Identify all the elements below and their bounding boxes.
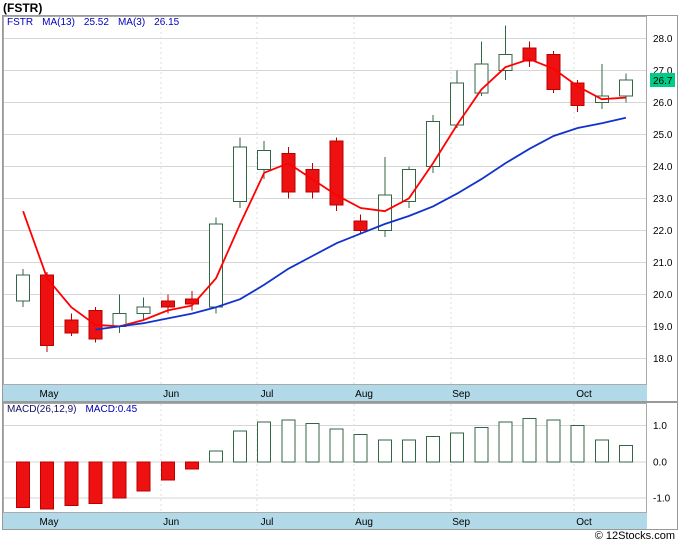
price-tick-label: 23.0 bbox=[653, 194, 673, 205]
price-tick-label: 20.0 bbox=[653, 290, 673, 301]
macd-tick-label: 0.0 bbox=[653, 457, 667, 468]
ma3-line bbox=[22, 58, 626, 328]
macd-plot-frame bbox=[3, 403, 647, 513]
price-grid bbox=[4, 17, 646, 384]
last-price-badge bbox=[650, 73, 675, 87]
candlestick-chart: 28.0 27.0 26.0 25.0 24.0 23.0 22.0 21.0 20.0 19.0… bbox=[3, 16, 675, 401]
month-label: Jun bbox=[163, 389, 179, 400]
macd-chart: 1.0 0.0 -1.0 May Jun Jul Aug Sep Oct bbox=[3, 403, 671, 529]
price-tick-label: 22.0 bbox=[653, 226, 673, 237]
month-label: Aug bbox=[355, 389, 373, 400]
macd-panel: MACD(26,12,9) MACD:0.45 1.0 0.0 -1.0 May Jun J… bbox=[2, 402, 678, 530]
month-label: Oct bbox=[576, 517, 592, 528]
macd-params-label: MACD(26,12,9) bbox=[7, 404, 77, 415]
price-tick-label: 25.0 bbox=[653, 130, 673, 141]
copyright-link[interactable]: © 12Stocks.com bbox=[594, 530, 675, 542]
ma3-label: MA(3) bbox=[117, 17, 146, 28]
macd-value: MACD:0.45 bbox=[85, 404, 138, 415]
month-label: May bbox=[40, 389, 59, 400]
price-tick-label: 27.0 bbox=[653, 66, 673, 77]
macd-legend: MACD(26,12,9) MACD:0.45 bbox=[7, 404, 146, 415]
price-tick-label: 18.0 bbox=[653, 354, 673, 365]
price-tick-label: 19.0 bbox=[653, 322, 673, 333]
month-label: Aug bbox=[355, 517, 373, 528]
macd-tick-label: 1.0 bbox=[653, 421, 667, 432]
price-tick-label: 28.0 bbox=[653, 34, 673, 45]
month-label: May bbox=[40, 517, 59, 528]
ma13-value: 25.52 bbox=[83, 17, 109, 28]
page-title: (FSTR) bbox=[3, 1, 43, 15]
month-label: Sep bbox=[452, 389, 470, 400]
price-tick-label: 21.0 bbox=[653, 258, 673, 269]
ma13-line bbox=[95, 116, 627, 331]
price-plot-frame bbox=[3, 16, 647, 385]
candles-layer bbox=[16, 25, 633, 352]
month-label: Sep bbox=[452, 517, 470, 528]
price-chart-panel: FSTR MA(13) 25.52 MA(3) 26.15 28.0 27.0 26.0 25… bbox=[2, 15, 678, 402]
month-label: Jul bbox=[261, 389, 274, 400]
price-chart-legend: FSTR MA(13) 25.52 MA(3) 26.15 bbox=[7, 17, 188, 28]
price-month-band: May Jun Jul Aug Sep Oct bbox=[3, 385, 647, 401]
macd-tick-label: -1.0 bbox=[653, 494, 671, 505]
macd-month-band: May Jun Jul Aug Sep Oct bbox=[3, 513, 647, 529]
macd-grid bbox=[4, 404, 646, 512]
last-price-text: 26.7 bbox=[653, 76, 673, 87]
month-label: Jul bbox=[261, 517, 274, 528]
month-label: Jun bbox=[163, 517, 179, 528]
macd-bars bbox=[16, 417, 633, 510]
ma13-label: MA(13) bbox=[42, 17, 75, 28]
price-tick-label: 26.0 bbox=[653, 98, 673, 109]
month-label: Oct bbox=[576, 389, 592, 400]
ma3-value: 26.15 bbox=[154, 17, 180, 28]
price-tick-label: 24.0 bbox=[653, 162, 673, 173]
ticker-symbol: FSTR bbox=[7, 17, 34, 28]
